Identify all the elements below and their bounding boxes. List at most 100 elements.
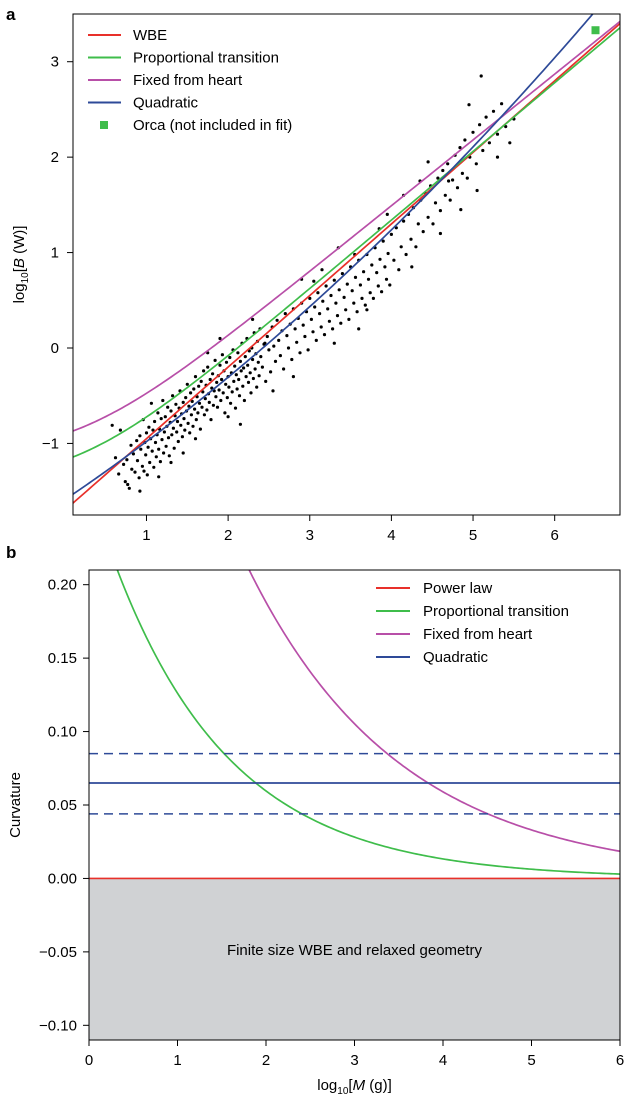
data-point — [383, 265, 387, 269]
data-point — [500, 102, 504, 106]
data-point — [144, 431, 149, 435]
x-tick-label: 1 — [142, 527, 150, 544]
data-point — [135, 459, 140, 463]
panel-b-label: b — [6, 543, 16, 562]
data-point — [193, 375, 198, 379]
data-point — [471, 130, 475, 134]
ylabel-var: B — [11, 258, 28, 268]
data-point — [286, 346, 291, 350]
y-axis-ticks: −0.10 −0.05 0.00 0.05 0.10 0.15 0.20 — [39, 577, 89, 1034]
x-tick-label: 5 — [527, 1052, 535, 1069]
data-point — [211, 372, 215, 376]
data-point — [125, 458, 129, 462]
legend-label: Quadratic — [133, 95, 199, 112]
data-point — [156, 411, 160, 415]
data-point — [130, 467, 134, 471]
panel-a-plot-area — [73, 14, 620, 504]
data-point — [199, 379, 203, 383]
data-point — [251, 317, 255, 321]
legend-label: Fixed from heart — [133, 72, 243, 89]
data-point — [260, 365, 264, 369]
data-point — [306, 348, 310, 352]
data-point — [244, 375, 248, 379]
data-point — [211, 403, 215, 407]
data-point — [149, 401, 153, 405]
ylabel-bracket: [ — [11, 267, 28, 272]
data-point — [157, 447, 161, 451]
data-point — [362, 270, 366, 274]
data-point — [326, 307, 330, 311]
data-point — [443, 193, 447, 197]
data-point — [167, 454, 171, 458]
data-point — [224, 360, 229, 364]
data-point — [161, 398, 165, 403]
ylabel-suffix: (W)] — [11, 226, 28, 258]
data-point — [226, 415, 230, 419]
data-point — [126, 482, 130, 487]
data-point — [135, 439, 139, 443]
data-point — [249, 391, 253, 395]
x-tick-label: 5 — [469, 527, 477, 544]
data-point — [347, 317, 351, 321]
data-point — [455, 186, 460, 190]
fit-lines — [73, 14, 620, 504]
data-point — [202, 369, 206, 373]
data-point — [251, 376, 255, 381]
data-point — [309, 317, 313, 321]
data-point — [206, 365, 210, 369]
data-point — [217, 388, 221, 392]
data-point — [233, 364, 237, 368]
data-point — [484, 115, 488, 119]
data-point — [399, 245, 403, 249]
data-point — [123, 480, 127, 484]
data-point — [314, 338, 318, 342]
x-tick-label: 0 — [85, 1052, 93, 1069]
data-point — [159, 417, 163, 421]
legend: WBE Proportional transition Fixed from hea… — [88, 27, 292, 134]
data-point — [145, 473, 149, 477]
data-point — [180, 435, 184, 439]
data-point — [138, 489, 142, 493]
data-point — [332, 341, 336, 345]
data-point — [233, 406, 238, 410]
data-point — [329, 293, 333, 298]
data-point — [152, 465, 156, 469]
data-point — [282, 367, 286, 371]
data-point — [160, 438, 164, 442]
data-point — [171, 394, 175, 398]
orca-marker — [591, 26, 600, 35]
data-point — [487, 141, 491, 145]
data-point — [182, 417, 186, 421]
data-point — [467, 103, 471, 107]
data-point — [431, 222, 435, 226]
legend-label: Power law — [423, 580, 492, 597]
data-point — [225, 396, 229, 400]
data-point — [508, 141, 512, 145]
data-point — [327, 319, 331, 323]
y-axis-ticks: −1 0 1 2 3 — [42, 54, 73, 452]
data-point — [214, 395, 218, 399]
data-point — [345, 282, 349, 286]
data-point — [332, 278, 336, 282]
data-point — [169, 460, 173, 465]
xlabel-prefix: log — [317, 1077, 337, 1094]
data-point — [285, 334, 289, 338]
data-point — [426, 215, 430, 219]
x-tick-label: 3 — [306, 527, 314, 544]
data-point — [263, 341, 267, 345]
data-point — [275, 318, 279, 322]
data-point — [163, 415, 167, 419]
data-point — [221, 391, 225, 395]
ylabel-sub: 10 — [20, 272, 31, 284]
data-point — [335, 314, 340, 318]
data-point — [291, 375, 295, 379]
data-point — [283, 312, 287, 316]
data-point — [166, 436, 171, 440]
data-point — [479, 74, 483, 78]
data-point — [237, 377, 241, 382]
data-point — [366, 277, 371, 281]
data-point — [414, 245, 418, 249]
legend-label: Fixed from heart — [423, 626, 533, 643]
x-tick-label: 4 — [439, 1052, 447, 1069]
data-point — [259, 355, 263, 359]
